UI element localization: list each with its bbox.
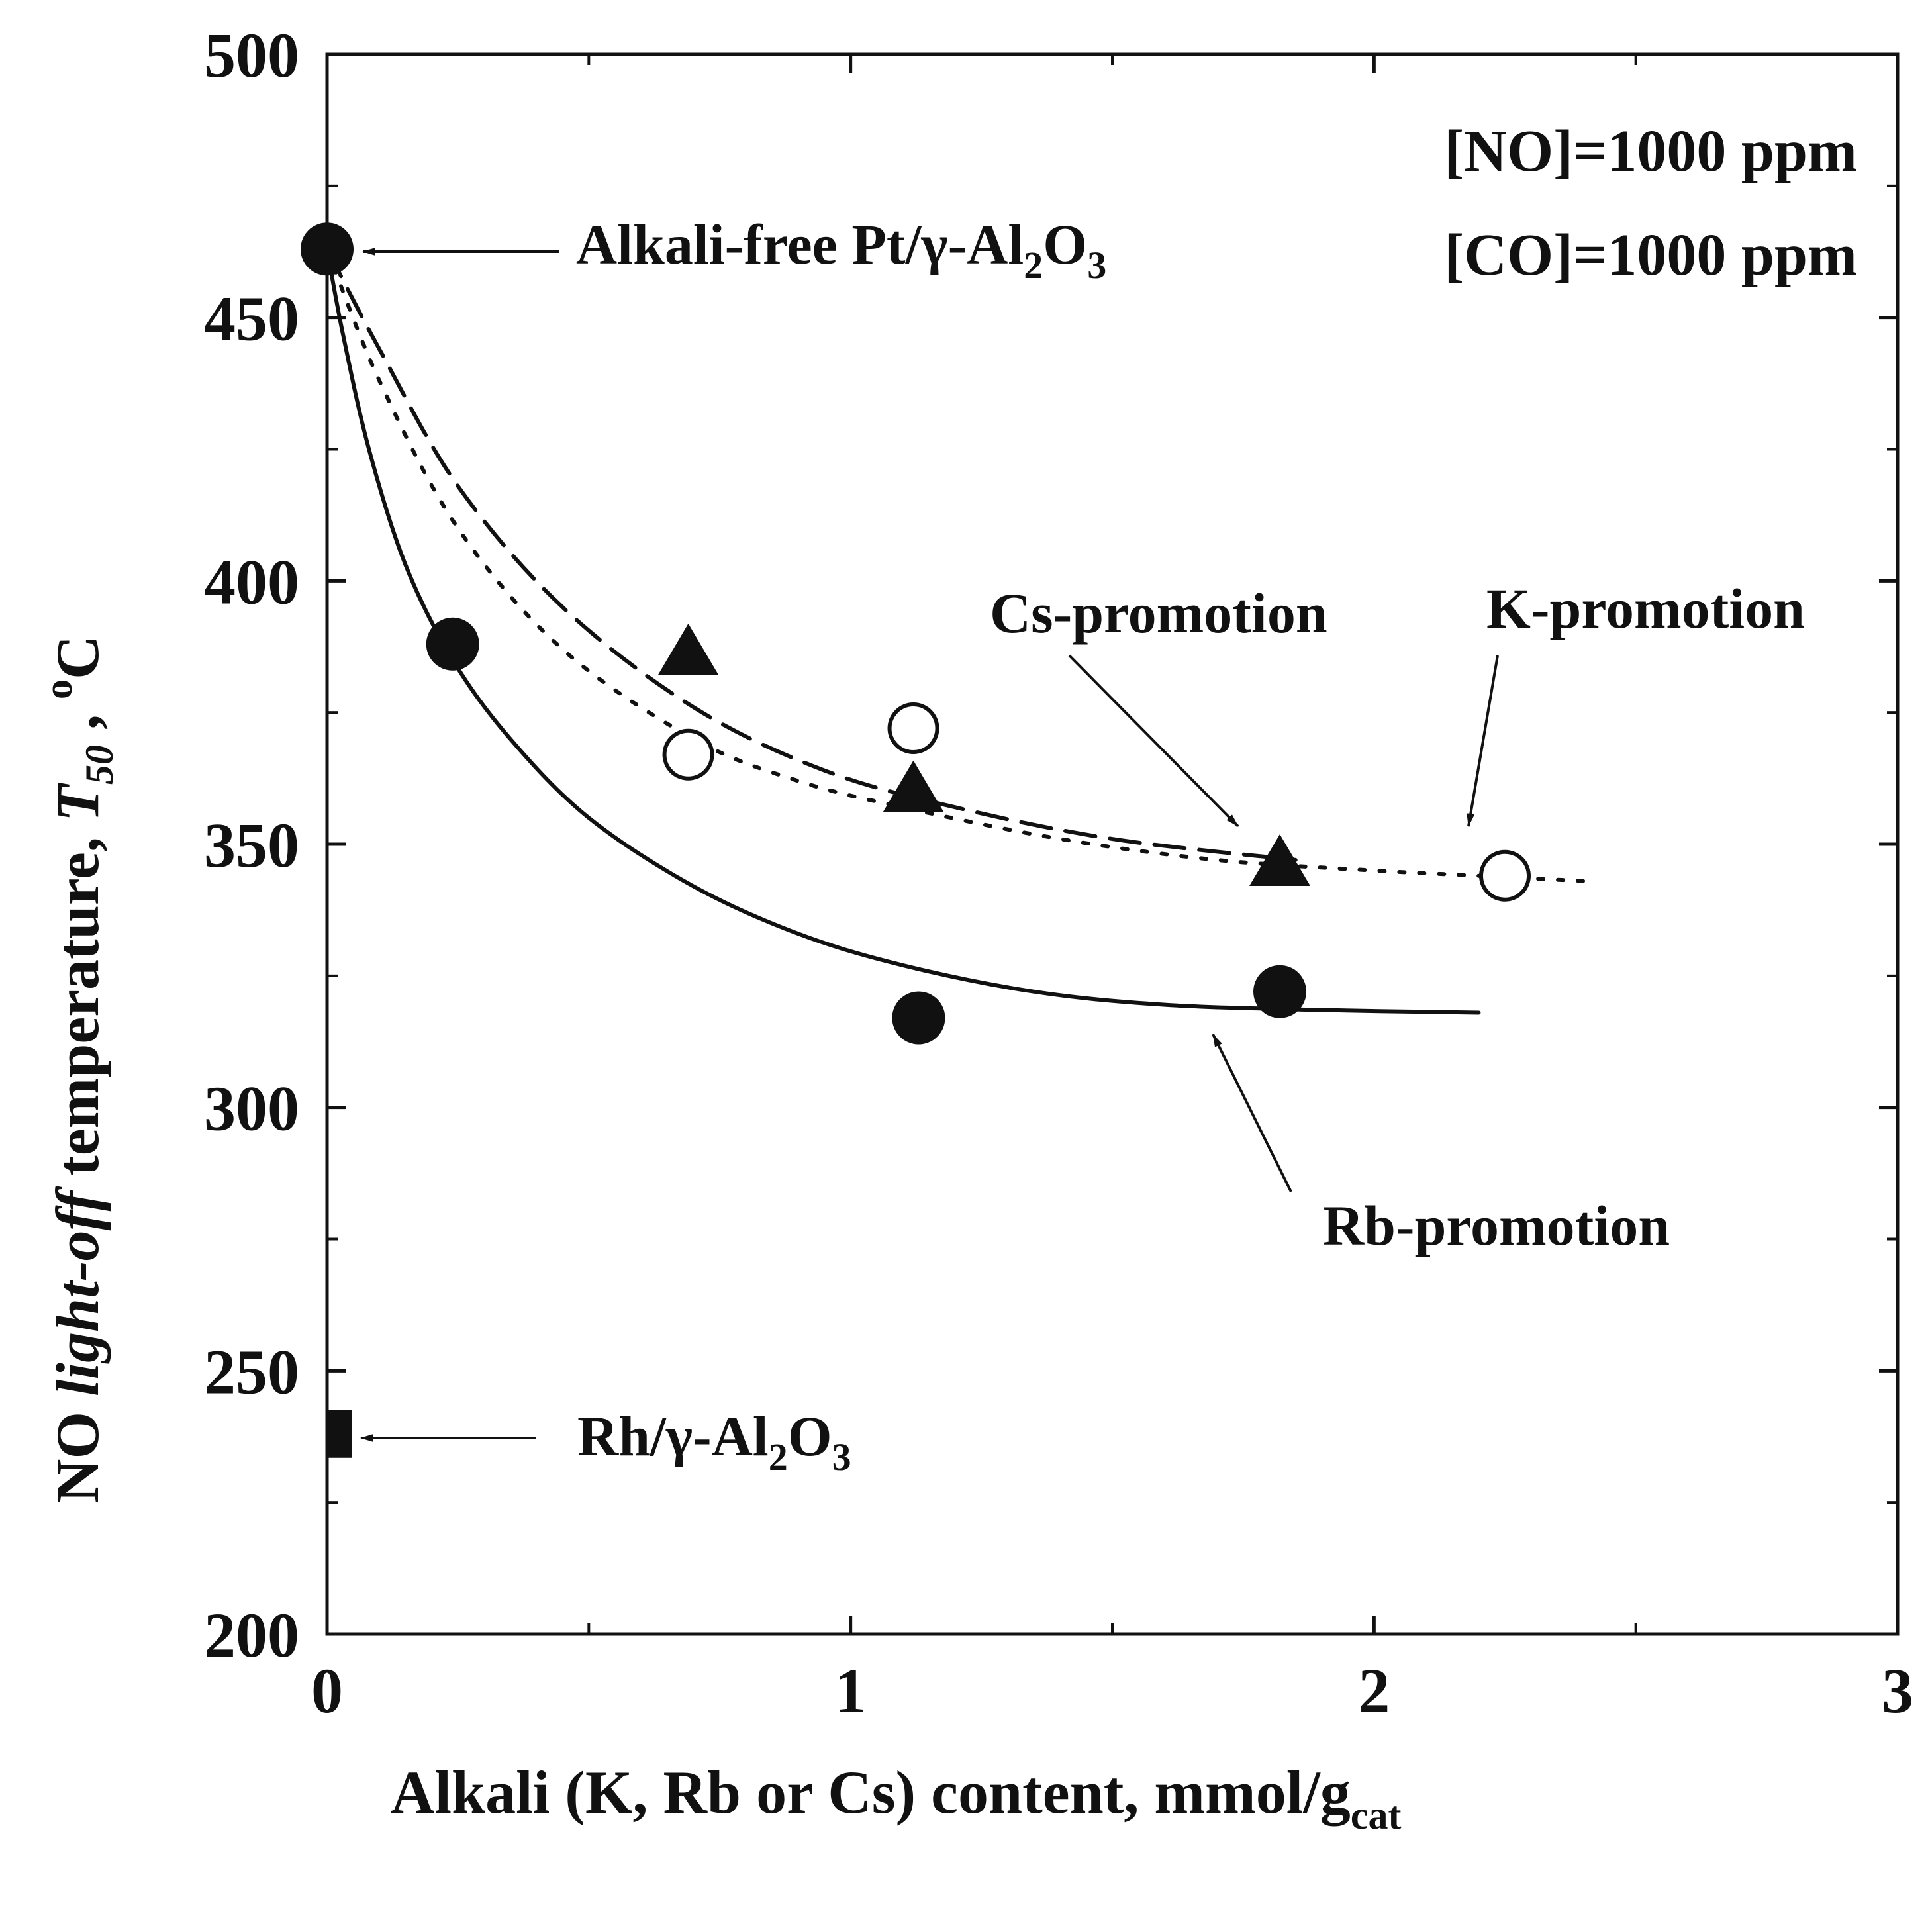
- arrow-k: [1467, 655, 1499, 827]
- fit-curve-k-promotion: [325, 247, 1586, 883]
- annotation-rb: Rb-promotion: [1323, 1194, 1670, 1257]
- x-tick-label: 3: [1882, 1655, 1913, 1726]
- annotation-rh-mid: O: [788, 1404, 832, 1468]
- point-rb-promotion: [301, 222, 354, 276]
- y-tick-label: 450: [204, 283, 299, 354]
- x-axis-title: Alkali (K, Rb or Cs) content, mmol/gcat: [391, 1759, 1401, 1837]
- annotation-rh: Rh/γ-Al2O3: [577, 1404, 851, 1478]
- y-axis-title-sup: o: [36, 679, 80, 699]
- annotation-rh-sub2: 3: [832, 1435, 851, 1478]
- point-cs-promotion: [657, 623, 719, 675]
- x-axis-title-sub: cat: [1351, 1794, 1402, 1837]
- y-tick-label: 300: [204, 1073, 299, 1144]
- y-axis-title-Tsub: 50: [77, 745, 121, 785]
- fit-curve-cs-promotion: [325, 247, 1298, 862]
- point-rb-promotion: [1253, 965, 1307, 1018]
- y-tick-label: 500: [204, 20, 299, 91]
- point-k-promotion: [1479, 849, 1531, 902]
- x-axis-title-main: Alkali (K, Rb or Cs) content, mmol/g: [391, 1759, 1351, 1826]
- plot-frame: [325, 52, 1900, 1636]
- y-axis-title-pre: NO: [44, 1396, 111, 1503]
- arrow-cs: [1068, 654, 1239, 828]
- annotation-alkali-free-sub1: 2: [1024, 244, 1043, 287]
- x-tick-label: 1: [835, 1655, 867, 1726]
- y-tick-label: 200: [204, 1600, 299, 1670]
- annotation-cs: Cs-promotion: [990, 581, 1327, 645]
- point-rb-promotion: [892, 991, 945, 1045]
- annotation-rh-main: Rh/γ-Al: [577, 1404, 769, 1468]
- condition-co: [CO]=1000 ppm: [1444, 222, 1857, 288]
- plot-axes: [325, 52, 1900, 1636]
- y-axis-title: NO light-off temperature, T50 , oC: [36, 635, 121, 1503]
- annotation-alkali-free-sub2: 3: [1087, 244, 1106, 287]
- y-tick-label: 400: [204, 546, 299, 617]
- y-tick-label: 350: [204, 810, 299, 881]
- tick-labels: 0 1 2 3 200 250 300 350 400 450 500: [204, 20, 1913, 1726]
- fit-curves: [325, 247, 1586, 1015]
- y-axis-title-mid: temperature,: [44, 822, 111, 1191]
- point-k-promotion: [662, 728, 714, 781]
- point-k-promotion: [887, 702, 939, 755]
- data-markers: [301, 222, 1531, 1458]
- y-tick-label: 250: [204, 1336, 299, 1407]
- y-axis-title-post: ,: [44, 699, 111, 745]
- y-axis-title-T: T: [44, 782, 111, 822]
- point-cs-promotion: [883, 760, 944, 812]
- y-axis-title-italic: light-off: [44, 1186, 111, 1396]
- annotation-rh-sub1: 2: [769, 1435, 788, 1478]
- x-tick-label: 2: [1358, 1655, 1390, 1726]
- fit-curve-rb-promotion: [325, 247, 1481, 1015]
- point-cs-promotion: [1249, 834, 1311, 887]
- annotation-alkali-free: Alkali-free Pt/γ-Al2O3: [576, 213, 1106, 287]
- annotation-alkali-free-main: Alkali-free Pt/γ-Al: [576, 213, 1024, 276]
- condition-no: [NO]=1000 ppm: [1444, 119, 1857, 184]
- arrow-rb: [1212, 1034, 1292, 1192]
- x-tick-label: 0: [311, 1655, 343, 1726]
- annotation-alkali-free-mid: O: [1043, 213, 1087, 276]
- y-axis-title-unit: C: [44, 635, 111, 679]
- point-rb-promotion: [426, 617, 479, 671]
- annotation-k: K-promotion: [1486, 577, 1805, 640]
- point-rh-al2o3: [326, 1410, 352, 1458]
